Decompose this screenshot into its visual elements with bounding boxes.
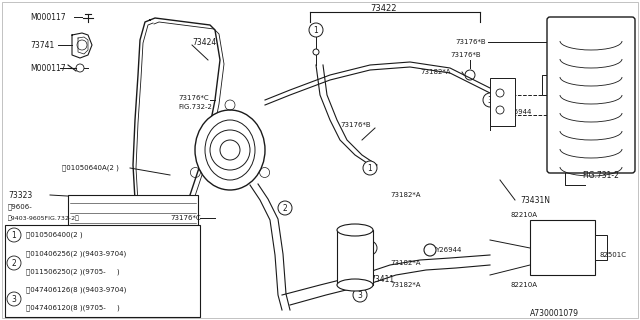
Bar [530, 220, 595, 275]
Circle shape [7, 292, 21, 306]
Text: 2: 2 [12, 259, 17, 268]
Text: （9403-9605FIG.732-2）: （9403-9605FIG.732-2） [8, 215, 80, 221]
Text: Ⓐ01050640A(2 ): Ⓐ01050640A(2 ) [62, 165, 119, 171]
Circle shape [363, 161, 377, 175]
Ellipse shape [195, 110, 265, 190]
Bar [68, 195, 198, 300]
Bar [595, 235, 607, 260]
Text: 73176*C: 73176*C [178, 95, 209, 101]
Text: 73182*A: 73182*A [420, 69, 451, 75]
Text: 82210A: 82210A [510, 212, 537, 218]
Text: 73411: 73411 [370, 276, 394, 284]
Text: 73176*C: 73176*C [170, 215, 200, 221]
Text: A730001079: A730001079 [530, 308, 579, 317]
Ellipse shape [337, 279, 373, 291]
Text: 73772: 73772 [8, 253, 32, 262]
Text: 82501C: 82501C [600, 252, 627, 258]
Text: 73182*A: 73182*A [390, 260, 420, 266]
Text: Y26944: Y26944 [505, 109, 531, 115]
FancyBboxPatch shape [547, 17, 635, 173]
Text: 2: 2 [367, 244, 372, 252]
Circle shape [7, 256, 21, 270]
Circle shape [353, 288, 367, 302]
Text: FIG.732-2: FIG.732-2 [178, 104, 212, 110]
Text: 3: 3 [12, 294, 17, 303]
Text: 73182*A: 73182*A [390, 282, 420, 288]
Circle shape [278, 201, 292, 215]
Text: 73176*B: 73176*B [340, 122, 371, 128]
Text: 73431N: 73431N [520, 196, 550, 204]
Text: 2: 2 [283, 204, 287, 212]
Text: 73176*B: 73176*B [455, 39, 486, 45]
Bar [490, 78, 515, 126]
Text: 73323: 73323 [8, 190, 32, 199]
Text: Y26944: Y26944 [435, 247, 461, 253]
Text: FIG.731-2: FIG.731-2 [582, 171, 619, 180]
Text: M000117: M000117 [30, 63, 66, 73]
Bar [5, 225, 200, 317]
Bar [337, 230, 373, 285]
Text: Ⓐ011506250(2 )(9705-     ): Ⓐ011506250(2 )(9705- ) [26, 269, 120, 275]
Text: 1: 1 [314, 26, 318, 35]
Text: 73422: 73422 [370, 4, 397, 12]
Ellipse shape [337, 224, 373, 236]
Text: 3: 3 [488, 95, 492, 105]
Circle shape [7, 228, 21, 242]
Circle shape [483, 93, 497, 107]
Text: 73176*B: 73176*B [450, 52, 481, 58]
Text: 73182*A: 73182*A [390, 192, 420, 198]
Text: Ⓢ047406120(8 )(9705-     ): Ⓢ047406120(8 )(9705- ) [26, 305, 120, 311]
Text: 73741: 73741 [30, 41, 54, 50]
Text: 1: 1 [367, 164, 372, 172]
Text: Ⓐ010406256(2 )(9403-9704): Ⓐ010406256(2 )(9403-9704) [26, 251, 126, 257]
Text: 3: 3 [358, 291, 362, 300]
Text: （9606-: （9606- [8, 204, 33, 210]
Circle shape [363, 241, 377, 255]
Text: M000117: M000117 [30, 12, 66, 21]
Circle shape [309, 23, 323, 37]
Text: 1: 1 [12, 230, 17, 239]
Text: 82210A: 82210A [510, 282, 537, 288]
Text: 73424: 73424 [192, 37, 216, 46]
Text: Ⓐ010506400(2 ): Ⓐ010506400(2 ) [26, 232, 83, 238]
Text: Ⓢ047406126(8 )(9403-9704): Ⓢ047406126(8 )(9403-9704) [26, 287, 126, 293]
